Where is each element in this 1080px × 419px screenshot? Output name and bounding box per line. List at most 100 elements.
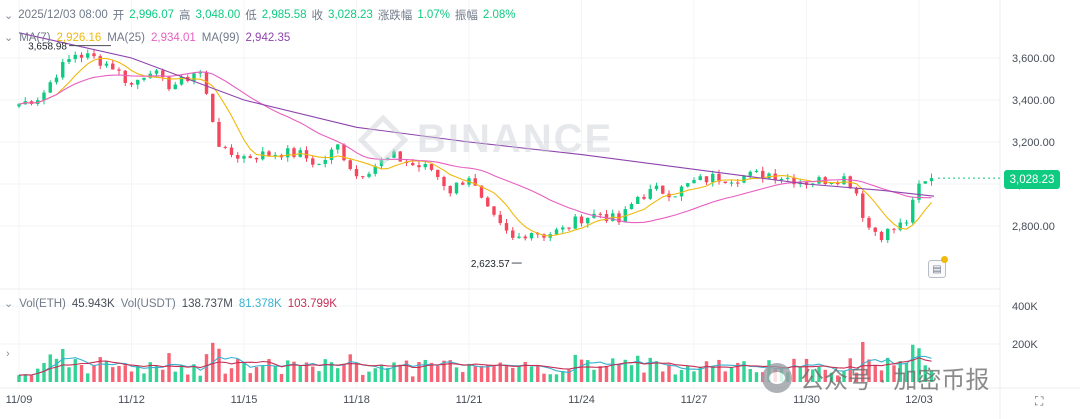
drawing-tool-icon[interactable]: ▤ [928, 260, 946, 278]
volume-bar [692, 371, 696, 382]
volume-bar [854, 372, 859, 382]
candle-body [86, 53, 90, 58]
candle-body [204, 72, 209, 94]
candle-body [398, 151, 402, 162]
volume-bar [379, 364, 384, 382]
candle-body [511, 230, 515, 238]
candle-body [104, 63, 109, 66]
volume-bar [129, 371, 134, 382]
candle-body [886, 228, 890, 241]
candle-body [767, 173, 771, 179]
candle-body [223, 146, 227, 148]
binance-watermark: BINANCE [357, 114, 614, 165]
volume-bar [561, 371, 565, 382]
candle-body [136, 79, 140, 85]
volume-bar [654, 361, 659, 382]
candle-body [492, 206, 496, 215]
wechat-watermark-text: 公众号 · 加密币报 [800, 367, 990, 394]
candle-body [48, 82, 52, 93]
volume-bar [829, 372, 834, 382]
candle-body [842, 176, 846, 185]
volume-bar [717, 359, 721, 382]
volume-bar [161, 369, 165, 382]
volume-legend: ⌄ Vol(ETH) 45.943K Vol(USDT) 138.737M 81… [4, 297, 343, 311]
candle-body [111, 63, 115, 70]
volume-bar [204, 354, 209, 382]
candle-body [679, 186, 684, 197]
chevron-down-icon[interactable]: ⌄ [4, 32, 14, 44]
volume-bar [448, 360, 452, 382]
volume-bar [386, 367, 390, 382]
candle-body [229, 147, 234, 155]
volume-bar [923, 365, 927, 382]
candle-body [723, 181, 727, 184]
volume-bar [317, 371, 321, 382]
candle-body [704, 176, 709, 183]
candle-body [504, 223, 509, 231]
volume-bar [586, 360, 590, 382]
open-value: 2,996.07 [129, 9, 175, 21]
vol-ma1-value: 81.378K [238, 297, 282, 310]
volume-bar [417, 362, 421, 382]
candle-body [42, 92, 46, 101]
candle-body [498, 214, 502, 224]
candle-body [373, 166, 377, 174]
candle-body [929, 178, 934, 182]
volume-bar [54, 358, 59, 382]
ma99-value: 2,942.35 [245, 31, 291, 44]
fullscreen-icon[interactable]: ⛶ [1035, 394, 1044, 408]
candle-body [473, 178, 477, 186]
candle-body [292, 148, 296, 157]
grid-lines [0, 0, 1080, 389]
candle-body [154, 70, 159, 74]
volume-bar [29, 375, 34, 382]
volume-bar [167, 353, 171, 382]
candle-body [461, 182, 465, 185]
vol-eth-value: 45.943K [71, 297, 115, 310]
chevron-down-icon[interactable]: ⌄ [4, 298, 14, 310]
volume-bar [311, 366, 315, 382]
volume-bar [798, 366, 802, 382]
candle-body [448, 186, 452, 194]
change-value: 1.07% [417, 9, 450, 21]
candle-body [817, 177, 821, 184]
volume-bar [642, 372, 646, 382]
ma7-value: 2,926.16 [56, 31, 102, 44]
volume-bar [817, 366, 821, 382]
vol-eth-label: Vol(ETH) [19, 297, 66, 310]
candle-body [417, 165, 421, 168]
volume-bar [423, 359, 427, 382]
candle-body [923, 181, 927, 184]
vol-ma2-value: 103.799K [287, 297, 337, 310]
axis-ticks: 2,800.003,000.003,200.003,400.003,600.00… [6, 53, 1055, 406]
volume-bar [611, 358, 615, 382]
volume-bar [536, 365, 540, 382]
watermark-text: BINANCE [417, 117, 614, 161]
volume-bar [98, 357, 102, 382]
volume-bar [336, 368, 340, 382]
candle-body [754, 170, 759, 172]
time-tick-label: 11/15 [231, 394, 258, 406]
candle-body [873, 227, 877, 232]
ma7-line [18, 57, 932, 237]
candle-body [367, 173, 371, 177]
collapse-arrow-icon[interactable]: › [6, 348, 10, 360]
ohlc-header: ⌄ 2025/12/03 08:00 开 2,996.07 高 3,048.00… [4, 6, 521, 24]
candle-body [211, 93, 215, 122]
volume-bar [848, 358, 852, 382]
candle-body [742, 175, 746, 183]
chevron-down-icon[interactable]: ⌄ [4, 9, 14, 22]
volume-bar [286, 360, 290, 382]
candle-body [429, 163, 434, 170]
volume-bar [267, 359, 271, 382]
volume-bar [442, 360, 446, 382]
candle-body [392, 151, 396, 158]
candle-body [898, 222, 902, 230]
volume-bar [36, 368, 40, 382]
low-label: 低 [245, 10, 257, 22]
candle-body [748, 171, 752, 176]
volume-bar [61, 349, 65, 382]
candle-body [773, 173, 777, 181]
candle-body [879, 231, 884, 241]
